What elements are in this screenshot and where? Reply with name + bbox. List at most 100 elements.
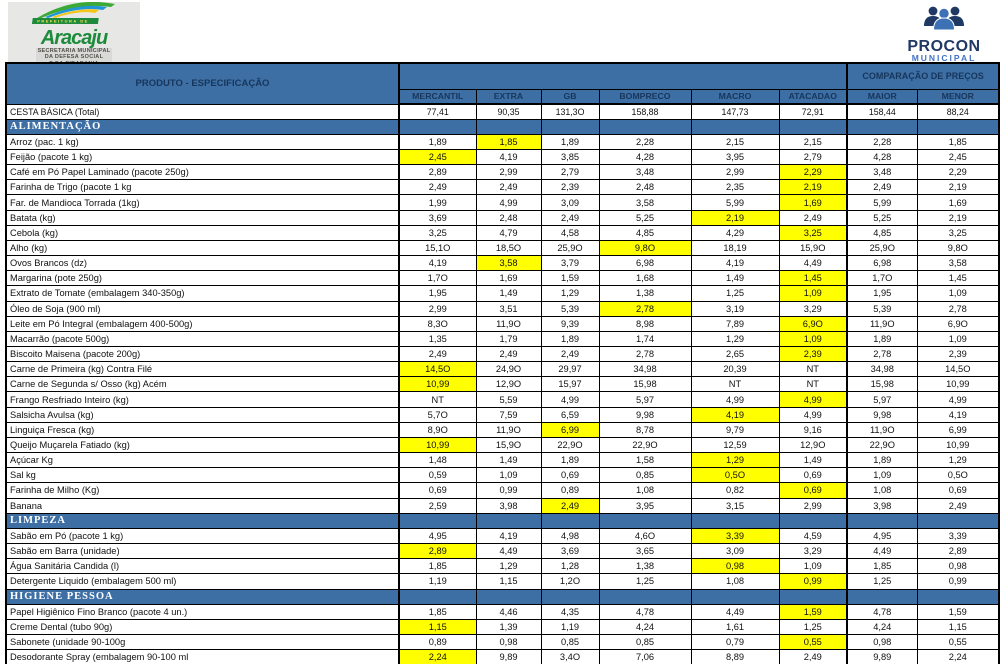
- price-cell: 2,39: [540, 179, 600, 196]
- price-cell-lowest: 2,39: [778, 345, 849, 363]
- price-cell: 2,99: [475, 164, 542, 181]
- price-cell: 2,49: [540, 345, 600, 363]
- price-cell: 15,9O: [778, 239, 849, 257]
- product-row: Leite em Pó Integral (embalagem 400-500g…: [5, 315, 1000, 332]
- price-cell: 4,19: [475, 527, 542, 545]
- product-label: Arroz (pac. 1 kg): [5, 133, 400, 150]
- product-label: Sabão em Barra (unidade): [5, 543, 400, 560]
- price-cell: 2,79: [540, 164, 600, 181]
- price-cell: 1,68: [598, 270, 692, 287]
- price-cell: 0,69: [540, 467, 600, 484]
- product-row: Sabão em Barra (unidade) 2,89 4,49 3,69 3,65…: [5, 543, 1000, 560]
- price-cell-lowest: 14,5O: [398, 361, 477, 378]
- price-cell-lowest: 1,69: [778, 194, 849, 211]
- price-cell: 2,78: [846, 345, 918, 363]
- product-row: Feijão (pacote 1 kg) 2,45 4,19 3,85 4,28 3,95…: [5, 148, 1000, 166]
- price-cell: 9,98: [598, 406, 692, 423]
- price-cell: 4,78: [846, 603, 918, 620]
- price-cell: 90,35: [475, 103, 542, 120]
- product-label: Alho (kg): [5, 239, 400, 257]
- price-cell: 1,89: [846, 330, 918, 348]
- column-header-atacadao: ATACADAO: [778, 88, 849, 105]
- price-cell: 24,9O: [475, 361, 542, 378]
- price-cell: 11,9O: [846, 315, 918, 332]
- price-cell: 1,95: [846, 285, 918, 302]
- price-cell: 1,39: [475, 618, 542, 635]
- product-row: Frango Resfriado Inteiro (kg) NT 5,59 4,99 5…: [5, 391, 1000, 408]
- stores-band: [398, 62, 849, 90]
- price-cell: 4,99: [916, 391, 1000, 408]
- price-cell: 3,95: [690, 148, 780, 166]
- price-cell: 5,39: [846, 300, 918, 317]
- price-cell: 8,9O: [398, 421, 477, 438]
- price-table-wrap: PRODUTO - ESPECIFICAÇÃO COMPARAÇÃO DE PR…: [5, 62, 1000, 664]
- section-cell: [846, 512, 918, 529]
- price-cell: 5,39: [540, 300, 600, 317]
- product-row: Ovos Brancos (dz) 4,19 3,58 3,79 6,98 4,19 4,4…: [5, 255, 1000, 272]
- price-cell: 1,49: [475, 452, 542, 469]
- price-cell: 158,44: [846, 103, 918, 120]
- price-cell: 1,35: [398, 330, 477, 348]
- price-cell: 18,5O: [475, 239, 542, 257]
- price-cell: 131,3O: [540, 103, 600, 120]
- secretaria-line: DA DEFESA SOCIAL: [44, 54, 104, 61]
- price-cell: 88,24: [916, 103, 1000, 120]
- product-row: Creme Dental (tubo 90g) 1,15 1,39 1,19 4,24 1…: [5, 618, 1000, 635]
- price-cell: 22,9O: [540, 436, 600, 454]
- price-cell: 2,49: [398, 345, 477, 363]
- product-label: Detergente Liquido (embalagem 500 ml): [5, 573, 400, 590]
- price-cell: 3,79: [540, 255, 600, 272]
- price-cell: 0,69: [916, 482, 1000, 499]
- price-cell: 0,85: [540, 633, 600, 651]
- price-cell: 2,19: [916, 209, 1000, 226]
- price-cell: 12,59: [690, 436, 780, 454]
- price-cell: 5,99: [690, 194, 780, 211]
- price-cell-lowest: 1,15: [398, 618, 477, 635]
- price-cell: 2,49: [846, 179, 918, 196]
- product-label: Sabonete (unidade 90-100g: [5, 633, 400, 651]
- price-cell: 3,48: [846, 164, 918, 181]
- price-cell-lowest: 4,19: [690, 406, 780, 423]
- price-cell: 1,29: [540, 285, 600, 302]
- price-cell: 1,29: [475, 558, 542, 575]
- price-cell-lowest: 9,8O: [598, 239, 692, 257]
- product-label: Café em Pó Papel Laminado (pacote 250g): [5, 164, 400, 181]
- price-cell: 4,49: [846, 543, 918, 560]
- section-title: LIMPEZA: [5, 512, 400, 529]
- price-cell: NT: [778, 361, 849, 378]
- price-cell: 0,99: [916, 573, 1000, 590]
- price-cell: 1,89: [398, 133, 477, 150]
- section-cell: [475, 512, 542, 529]
- secretaria-line: SECRETARIA MUNICIPAL: [37, 48, 111, 54]
- price-cell-lowest: 2,19: [778, 179, 849, 196]
- price-cell: 2,78: [598, 345, 692, 363]
- section-header-row: HIGIENE PESSOA: [5, 588, 1000, 605]
- price-cell: 2,78: [916, 300, 1000, 317]
- procon-people-icon: [924, 6, 964, 31]
- price-cell: 1,08: [690, 573, 780, 590]
- price-cell-lowest: 3,39: [690, 527, 780, 545]
- section-cell: [540, 118, 600, 135]
- section-cell: [475, 118, 542, 135]
- column-header-gb: GB: [540, 88, 600, 105]
- price-cell: 1,74: [598, 330, 692, 348]
- price-cell: 0,98: [916, 558, 1000, 575]
- price-cell: 0,98: [475, 633, 542, 651]
- price-cell: 3,69: [398, 209, 477, 226]
- price-cell: 0,55: [916, 633, 1000, 651]
- price-cell: 2,49: [778, 649, 849, 664]
- price-cell: 1,08: [846, 482, 918, 499]
- price-cell: 4,85: [598, 224, 692, 241]
- product-label: Biscoito Maisena (pacote 200g): [5, 345, 400, 363]
- price-cell: 1,15: [916, 618, 1000, 635]
- aracaju-logo: PREFEITURA DE Aracaju SECRETARIA MUNICIP…: [8, 2, 140, 67]
- price-cell-lowest: 6,99: [540, 421, 600, 438]
- product-label: Queijo Muçarela Fatiado (kg): [5, 436, 400, 454]
- price-cell: 158,88: [598, 103, 692, 120]
- price-cell: 4,24: [846, 618, 918, 635]
- price-cell: 72,91: [778, 103, 849, 120]
- price-cell: 1,38: [598, 285, 692, 302]
- price-cell: 3,09: [690, 543, 780, 560]
- price-cell: 5,97: [846, 391, 918, 408]
- price-cell: 4,24: [598, 618, 692, 635]
